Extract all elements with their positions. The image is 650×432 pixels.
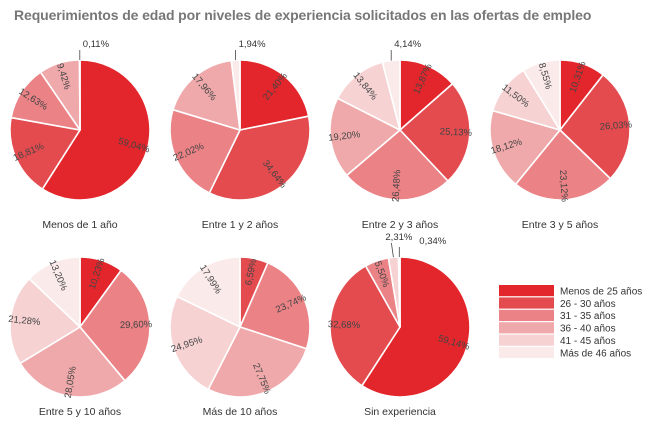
slice-label: 6,59% [243, 257, 259, 286]
pie-slice [399, 82, 471, 182]
slice-label: 4,14% [394, 39, 421, 50]
legend-swatch [499, 322, 554, 334]
legend-entry: 31 - 35 años [560, 311, 616, 322]
pie-slice [559, 74, 631, 180]
legend-swatch [499, 297, 554, 309]
leader-line [391, 242, 394, 258]
pie-slice [176, 256, 241, 328]
pie-slice [329, 97, 401, 177]
legend-swatch [499, 347, 554, 359]
slice-label: 25,13% [440, 126, 473, 139]
pie-caption: Más de 10 años [203, 406, 278, 418]
pie-slice [489, 109, 561, 186]
pie-slice [28, 256, 81, 328]
legend-entry: 41 - 45 años [560, 336, 616, 347]
pie-slice [239, 262, 311, 350]
pie-caption: Entre 2 y 3 años [362, 219, 438, 231]
slice-label: 23,12% [557, 169, 570, 202]
legend-entry: Más de 46 años [560, 348, 631, 359]
slice-label: 2,31% [385, 232, 412, 243]
slice-label: 19,20% [328, 129, 362, 144]
legend-swatch [499, 309, 554, 321]
legend-entry: 36 - 40 años [560, 324, 616, 335]
pie-caption: Menos de 1 año [42, 219, 117, 231]
legend-swatch [499, 334, 554, 346]
chart-title: Requerimientos de edad por niveles de ex… [14, 7, 592, 23]
pie-slice [41, 59, 151, 201]
pie-slice [361, 256, 471, 398]
pie-slice [239, 59, 310, 131]
slice-label: 28,05% [63, 365, 79, 399]
pie-chart-6: 6,59%23,74%27,75%24,95%17,99%Más de 10 a… [169, 256, 311, 418]
pie-slice [230, 59, 241, 131]
pie-slice [522, 59, 561, 131]
slice-label: 21,28% [8, 314, 42, 328]
pie-slice [9, 277, 81, 365]
legend-entry: Menos de 25 años [560, 286, 642, 297]
pie-caption: Entre 1 y 2 años [202, 219, 278, 231]
pie-slice [19, 326, 126, 398]
pie-slice [397, 256, 401, 328]
legend-entry: 26 - 30 años [560, 299, 616, 310]
pie-slice [207, 326, 308, 398]
pie-slice [169, 295, 241, 391]
pie-chart-4: 10,31%26,03%23,12%18,12%11,50%8,55%Entre… [489, 59, 633, 231]
slice-label: 0,34% [419, 236, 446, 247]
pie-chart-2: 21,40%34,64%22,02%17,96%1,94%Entre 1 y 2… [169, 39, 311, 231]
pie-slice [399, 59, 454, 131]
pie-caption: Entre 5 y 10 años [39, 406, 121, 418]
slice-label: 32,68% [328, 319, 361, 331]
pie-caption: Sin experiencia [364, 406, 436, 418]
pie-slice [9, 116, 81, 190]
slice-label: 26,03% [599, 119, 632, 132]
slice-label: 29,60% [120, 319, 153, 331]
pie-slice [208, 115, 311, 201]
slice-label: 26,48% [391, 169, 404, 202]
legend-swatch [499, 285, 554, 297]
slice-label: 0,11% [83, 39, 110, 50]
pie-slice [172, 59, 241, 131]
pie-slice [169, 108, 241, 194]
pie-chart-1: 59,04%18,81%12,63%9,42%0,11%Menos de 1 a… [9, 39, 151, 231]
pie-slice [336, 61, 401, 131]
pie-chart-5: 10,23%29,60%28,05%21,28%13,20%Entre 5 y … [8, 256, 153, 418]
pie-chart-7: 59,14%32,68%5,50%2,31% 0,34%Sin experienc… [328, 232, 472, 418]
pie-slice [514, 129, 612, 201]
pie-chart-3: 13,87%25,13%26,48%19,20%13,84%4,14%Entre… [328, 39, 473, 231]
pie-slice [345, 129, 449, 201]
slice-label: 1,94% [239, 39, 266, 50]
pie-caption: Entre 3 y 5 años [522, 219, 598, 231]
pie-slice [79, 269, 151, 382]
